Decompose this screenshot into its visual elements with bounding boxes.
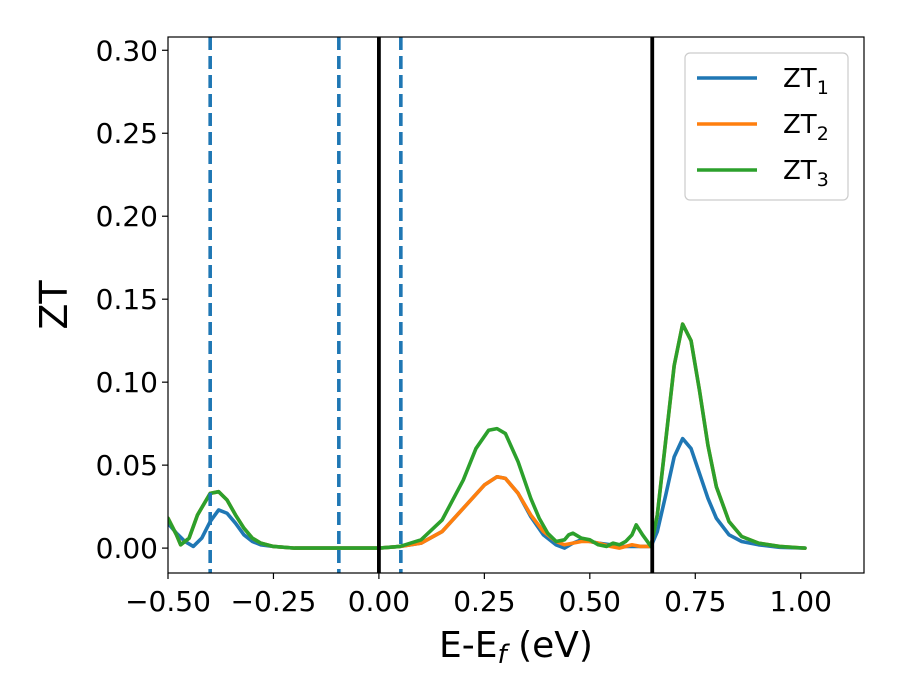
x-tick-label: 0.50 bbox=[559, 585, 621, 618]
y-tick-label: 0.25 bbox=[96, 117, 158, 150]
x-tick-label: −0.25 bbox=[231, 585, 317, 618]
plot-area bbox=[168, 37, 807, 573]
legend-label: ZT3 bbox=[783, 156, 829, 191]
y-axis-label: ZT bbox=[32, 280, 76, 330]
x-tick-label: 0.25 bbox=[453, 585, 515, 618]
x-axis-label: E-Ef (eV) bbox=[439, 625, 593, 670]
legend-entry-zt3: ZT3 bbox=[697, 156, 829, 191]
series-line-zt3 bbox=[168, 322, 807, 550]
legend-label: ZT1 bbox=[783, 64, 829, 99]
y-tick-label: 0.05 bbox=[96, 449, 158, 482]
y-tick-label: 0.20 bbox=[96, 200, 158, 233]
y-tick-label: 0.15 bbox=[96, 283, 158, 316]
x-tick-label: 0.00 bbox=[348, 585, 410, 618]
x-tick-label: −0.50 bbox=[125, 585, 211, 618]
x-axis-label-unit: (eV) bbox=[507, 625, 593, 666]
y-tick-label: 0.30 bbox=[96, 34, 158, 67]
x-tick-label: 0.75 bbox=[664, 585, 726, 618]
legend-entry-zt2: ZT2 bbox=[697, 110, 829, 145]
x-axis-label-base: E-E bbox=[439, 625, 497, 666]
axis-ticks: −0.50 −0.25 0.00 0.25 0.50 0.75 1.00 0.00 0.05 0.… bbox=[96, 34, 832, 618]
legend-entry-zt1: ZT1 bbox=[697, 64, 829, 99]
legend: ZT1 ZT2 ZT3 bbox=[684, 52, 849, 201]
legend-box bbox=[684, 52, 849, 201]
axes-frame bbox=[167, 36, 865, 574]
y-tick-label: 0.10 bbox=[96, 366, 158, 399]
y-tick-label: 0.00 bbox=[96, 532, 158, 565]
legend-label: ZT2 bbox=[783, 110, 829, 145]
x-tick-label: 1.00 bbox=[770, 585, 832, 618]
